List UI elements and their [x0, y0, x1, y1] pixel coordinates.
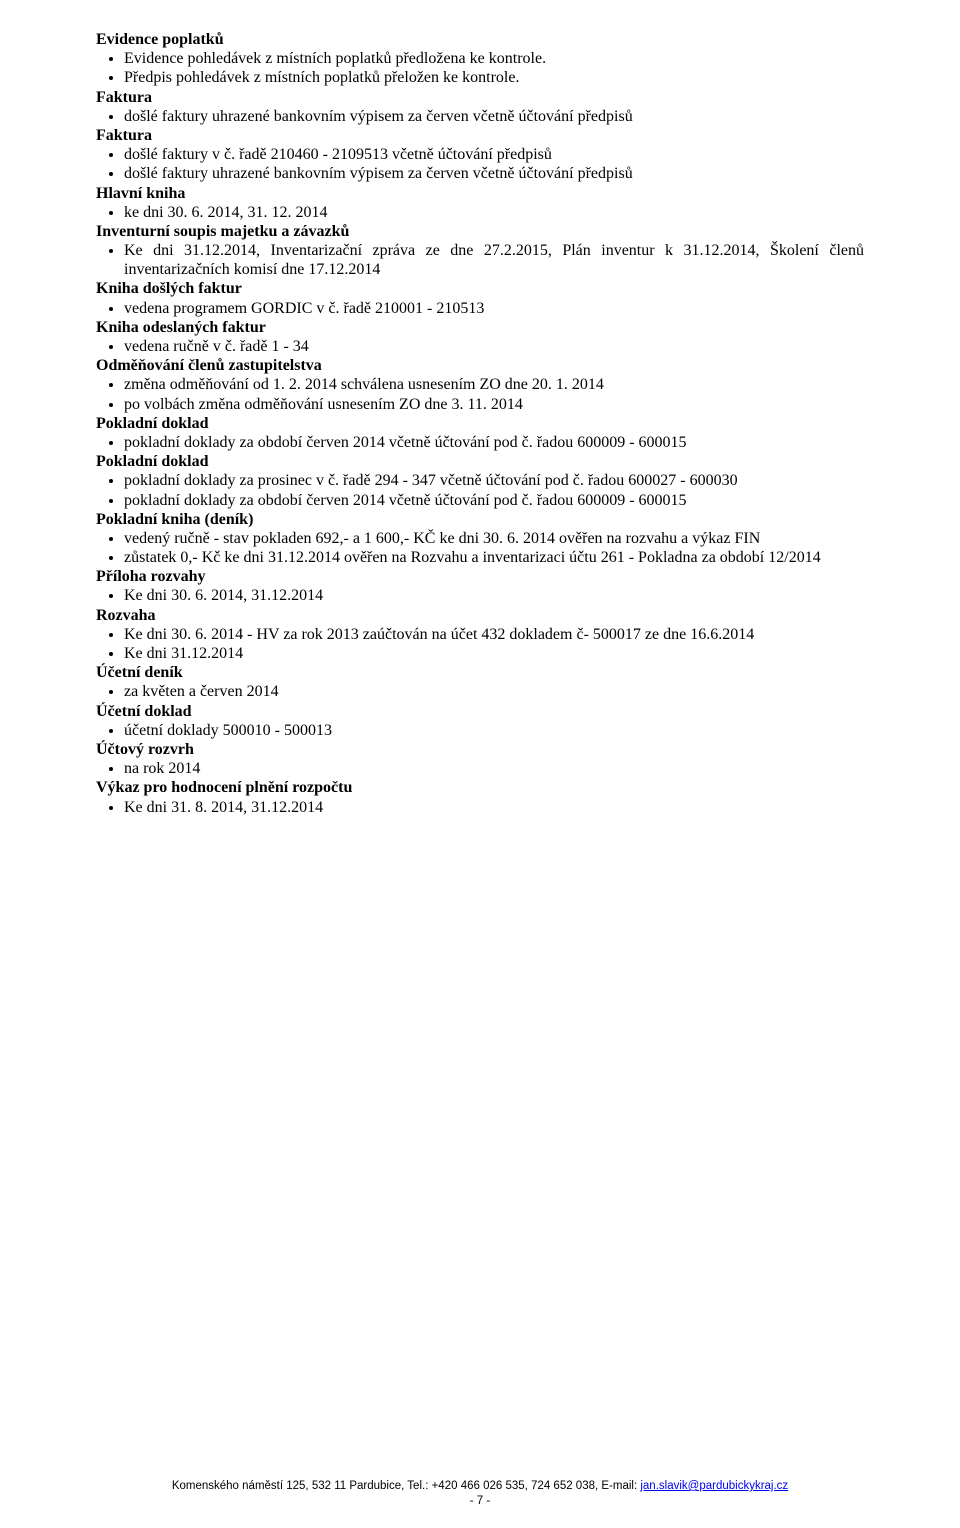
- list-item: Ke dni 31. 8. 2014, 31.12.2014: [124, 798, 864, 817]
- list-item: Předpis pohledávek z místních poplatků p…: [124, 68, 864, 87]
- bullet-list: vedený ručně - stav pokladen 692,- a 1 6…: [96, 529, 864, 567]
- section-heading: Evidence poplatků: [96, 30, 864, 49]
- list-item: vedena programem GORDIC v č. řadě 210001…: [124, 299, 864, 318]
- list-item: Ke dni 30. 6. 2014, 31.12.2014: [124, 586, 864, 605]
- list-item: za květen a červen 2014: [124, 682, 864, 701]
- section-heading: Rozvaha: [96, 606, 864, 625]
- bullet-list: Ke dni 31.12.2014, Inventarizační zpráva…: [96, 241, 864, 279]
- list-item: vedený ručně - stav pokladen 692,- a 1 6…: [124, 529, 864, 548]
- section-heading: Kniha odeslaných faktur: [96, 318, 864, 337]
- list-item: ke dni 30. 6. 2014, 31. 12. 2014: [124, 203, 864, 222]
- list-item: zůstatek 0,- Kč ke dni 31.12.2014 ověřen…: [124, 548, 864, 567]
- list-item: pokladní doklady za prosinec v č. řadě 2…: [124, 471, 864, 490]
- list-item: účetní doklady 500010 - 500013: [124, 721, 864, 740]
- list-item: došlé faktury v č. řadě 210460 - 2109513…: [124, 145, 864, 164]
- footer-page-number: - 7 -: [96, 1494, 864, 1510]
- section-heading: Pokladní doklad: [96, 452, 864, 471]
- list-item: Ke dni 31.12.2014, Inventarizační zpráva…: [124, 241, 864, 279]
- section-heading: Účetní doklad: [96, 702, 864, 721]
- list-item: Ke dni 31.12.2014: [124, 644, 864, 663]
- bullet-list: účetní doklady 500010 - 500013: [96, 721, 864, 740]
- bullet-list: Ke dni 31. 8. 2014, 31.12.2014: [96, 798, 864, 817]
- section-heading: Pokladní doklad: [96, 414, 864, 433]
- bullet-list: Ke dni 30. 6. 2014, 31.12.2014: [96, 586, 864, 605]
- bullet-list: Ke dni 30. 6. 2014 - HV za rok 2013 zaúč…: [96, 625, 864, 663]
- section-heading: Faktura: [96, 88, 864, 107]
- bullet-list: změna odměňování od 1. 2. 2014 schválena…: [96, 375, 864, 413]
- section-heading: Účtový rozvrh: [96, 740, 864, 759]
- bullet-list: za květen a červen 2014: [96, 682, 864, 701]
- footer-email-link[interactable]: jan.slavik@pardubickykraj.cz: [640, 1480, 788, 1492]
- document-body: Evidence poplatkůEvidence pohledávek z m…: [96, 30, 864, 817]
- bullet-list: pokladní doklady za období červen 2014 v…: [96, 433, 864, 452]
- list-item: pokladní doklady za období červen 2014 v…: [124, 491, 864, 510]
- section-heading: Odměňování členů zastupitelstva: [96, 356, 864, 375]
- list-item: po volbách změna odměňování usnesením ZO…: [124, 395, 864, 414]
- bullet-list: Evidence pohledávek z místních poplatků …: [96, 49, 864, 87]
- section-heading: Účetní deník: [96, 663, 864, 682]
- bullet-list: vedena programem GORDIC v č. řadě 210001…: [96, 299, 864, 318]
- bullet-list: došlé faktury v č. řadě 210460 - 2109513…: [96, 145, 864, 183]
- footer-address-text: Komenského náměstí 125, 532 11 Pardubice…: [172, 1480, 641, 1492]
- section-heading: Příloha rozvahy: [96, 567, 864, 586]
- list-item: pokladní doklady za období červen 2014 v…: [124, 433, 864, 452]
- section-heading: Faktura: [96, 126, 864, 145]
- list-item: vedena ručně v č. řadě 1 - 34: [124, 337, 864, 356]
- section-heading: Kniha došlých faktur: [96, 279, 864, 298]
- list-item: Ke dni 30. 6. 2014 - HV za rok 2013 zaúč…: [124, 625, 864, 644]
- list-item: Evidence pohledávek z místních poplatků …: [124, 49, 864, 68]
- section-heading: Inventurní soupis majetku a závazků: [96, 222, 864, 241]
- bullet-list: pokladní doklady za prosinec v č. řadě 2…: [96, 471, 864, 509]
- list-item: změna odměňování od 1. 2. 2014 schválena…: [124, 375, 864, 394]
- section-heading: Výkaz pro hodnocení plnění rozpočtu: [96, 778, 864, 797]
- section-heading: Pokladní kniha (deník): [96, 510, 864, 529]
- page: Evidence poplatkůEvidence pohledávek z m…: [0, 0, 960, 1528]
- list-item: došlé faktury uhrazené bankovním výpisem…: [124, 107, 864, 126]
- bullet-list: došlé faktury uhrazené bankovním výpisem…: [96, 107, 864, 126]
- page-footer: Komenského náměstí 125, 532 11 Pardubice…: [96, 1479, 864, 1510]
- bullet-list: na rok 2014: [96, 759, 864, 778]
- bullet-list: vedena ručně v č. řadě 1 - 34: [96, 337, 864, 356]
- section-heading: Hlavní kniha: [96, 184, 864, 203]
- bullet-list: ke dni 30. 6. 2014, 31. 12. 2014: [96, 203, 864, 222]
- list-item: došlé faktury uhrazené bankovním výpisem…: [124, 164, 864, 183]
- list-item: na rok 2014: [124, 759, 864, 778]
